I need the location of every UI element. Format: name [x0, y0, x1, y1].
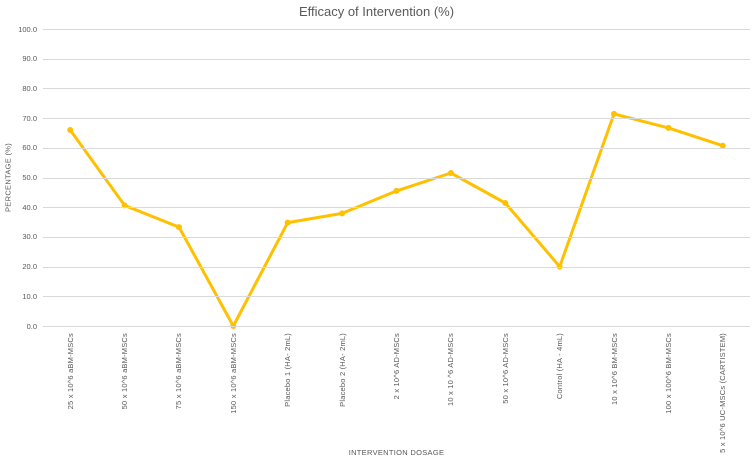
- gridline: [43, 296, 750, 298]
- x-tick-label: 5 x 10^6 UC-MSCs (CARTISTEM): [718, 333, 728, 453]
- data-line: [68, 112, 725, 328]
- data-point-marker: [339, 210, 346, 217]
- data-point-marker: [67, 127, 74, 133]
- x-tick-cell: 50 x 10^6 AD-MSCs: [478, 333, 532, 461]
- plot-area: 0.0 10.0 20.0 30.0 40.0 50.0 60.0 70.0 80.0 90.0 1…: [18, 25, 750, 331]
- x-tick-label: 150 x 10^6 aBM-MSCs: [228, 333, 238, 414]
- gridline: [43, 177, 750, 179]
- x-tick-cell: 150 x 10^6 aBM-MSCs: [206, 333, 260, 461]
- gridline: [43, 207, 750, 209]
- x-tick-cell: 5 x 10^6 UC-MSCs (CARTISTEM): [696, 333, 750, 461]
- x-tick-label: 10 x 10 ^6 AD-MSCs: [446, 333, 456, 406]
- y-tick-label: 90.0: [22, 54, 37, 64]
- x-tick-label: 100 x 100^6 BM-MSCs: [663, 333, 673, 414]
- x-tick-cell: Control (HA - 4mL): [533, 333, 587, 461]
- x-tick-label: 50 x 10^6 AD-MSCs: [500, 333, 510, 404]
- y-tick-label: 0.0: [26, 321, 37, 331]
- data-point-marker: [447, 170, 454, 176]
- x-axis-labels: 25 x 10^6 aBM-MSCs 50 x 10^6 aBM-MSCs 75 x…: [43, 333, 750, 461]
- x-axis-title: INTERVENTION DOSAGE: [348, 448, 445, 457]
- y-tick-label: 100.0: [18, 24, 37, 34]
- y-tick-label: 30.0: [22, 232, 37, 242]
- y-tick-label: 20.0: [22, 262, 37, 272]
- x-tick-label: 50 x 10^6 aBM-MSCs: [120, 333, 130, 410]
- chart-title: Efficacy of Intervention (%): [298, 4, 455, 19]
- gridline: [43, 29, 750, 30]
- x-tick-label: 10 x 10^6 BM-MSCs: [609, 333, 619, 405]
- data-point-marker: [393, 187, 400, 194]
- x-tick-cell: 25 x 10^6 aBM-MSCs: [43, 333, 97, 461]
- gridline: [43, 147, 750, 149]
- x-tick-label: Placebo 1 (HA- 2mL): [283, 333, 293, 407]
- x-tick-cell: 50 x 10^6 aBM-MSCs: [97, 333, 151, 461]
- x-tick-label: 25 x 10^6 aBM-MSCs: [65, 333, 75, 410]
- x-tick-cell: 100 x 100^6 BM-MSCs: [641, 333, 695, 461]
- x-tick-cell: 10 x 10 ^6 AD-MSCs: [424, 333, 478, 461]
- gridline: [43, 326, 750, 327]
- y-tick-label: 50.0: [22, 173, 37, 182]
- gridline: [43, 236, 750, 238]
- data-point-marker: [611, 110, 617, 117]
- data-point-marker: [121, 202, 128, 209]
- x-tick-label: Control (HA - 4mL): [555, 333, 565, 400]
- gridline: [43, 58, 750, 60]
- data-point-marker: [665, 124, 672, 131]
- x-tick-cell: 2 x 10^6 AD-MSCs: [369, 333, 423, 461]
- data-point-marker: [284, 219, 291, 226]
- y-tick-label: 70.0: [22, 113, 37, 123]
- x-tick-cell: Placebo 2 (HA- 2mL): [315, 333, 369, 461]
- y-tick-label: 10.0: [22, 291, 37, 301]
- x-tick-label: Placebo 2 (HA- 2mL): [337, 333, 347, 407]
- x-tick-cell: 75 x 10^6 aBM-MSCs: [152, 333, 206, 461]
- gridline: [43, 266, 750, 268]
- data-point-marker: [719, 142, 726, 149]
- x-tick-cell: 10 x 10^6 BM-MSCs: [587, 333, 641, 461]
- gridline: [43, 118, 750, 120]
- x-tick-label: 75 x 10^6 aBM-MSCs: [174, 333, 184, 410]
- y-tick-label: 60.0: [22, 143, 37, 153]
- x-tick-label: 2 x 10^6 AD-MSCs: [392, 333, 402, 400]
- x-tick-cell: Placebo 1 (HA- 2mL): [261, 333, 315, 461]
- y-tick-label: 80.0: [22, 83, 37, 93]
- gridline: [43, 88, 750, 90]
- data-point-marker: [176, 224, 182, 231]
- data-point-marker: [502, 200, 509, 206]
- y-tick-label: 40.0: [22, 202, 37, 212]
- data-line-svg: [67, 110, 726, 329]
